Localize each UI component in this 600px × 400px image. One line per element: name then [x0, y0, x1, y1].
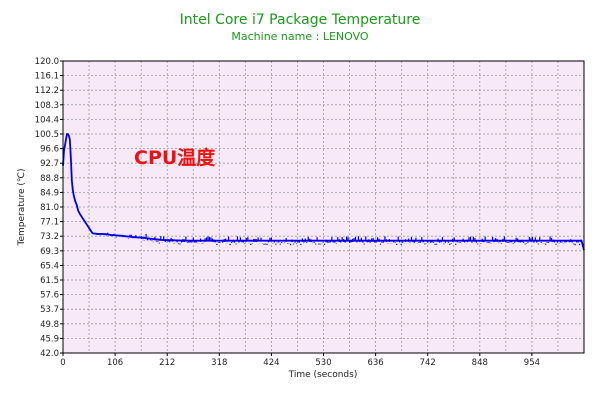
x-tick-label: 424 — [263, 358, 279, 368]
y-tick-label: 112.2 — [35, 86, 59, 96]
y-axis-label: Temperature (℃) — [17, 168, 27, 246]
x-tick-label: 530 — [315, 358, 331, 368]
x-tick-label: 742 — [420, 358, 436, 368]
chart-title: Intel Core i7 Package Temperature — [180, 12, 421, 28]
grid-lines — [63, 61, 584, 353]
y-tick-label: 84.9 — [40, 188, 59, 198]
y-tick-label: 61.5 — [40, 276, 59, 286]
annotation-label: CPU温度 — [134, 146, 216, 169]
x-tick-label: 106 — [107, 358, 123, 368]
y-tick-label: 65.4 — [40, 261, 59, 271]
x-axis-label: Time (seconds) — [288, 370, 358, 380]
y-tick-label: 69.3 — [40, 247, 59, 257]
y-tick-label: 88.8 — [40, 174, 59, 184]
x-axis-ticks: 0 106 212 318 424 530 636 742 848 954 — [60, 353, 540, 368]
y-tick-label: 104.4 — [35, 115, 59, 125]
x-tick-label: 848 — [472, 358, 488, 368]
y-tick-label: 57.6 — [40, 291, 59, 301]
y-tick-label: 45.9 — [40, 334, 59, 344]
plot-border — [62, 60, 585, 354]
y-tick-label: 81.0 — [40, 203, 59, 213]
y-tick-label: 120.0 — [35, 57, 59, 67]
x-tick-label: 954 — [524, 358, 540, 368]
chart-subtitle: Machine name : LENOVO — [231, 30, 369, 43]
y-tick-label: 49.8 — [40, 320, 59, 330]
x-tick-label: 318 — [211, 358, 227, 368]
y-tick-label: 108.3 — [35, 101, 59, 111]
x-tick-label: 0 — [60, 358, 65, 368]
y-tick-label: 116.1 — [35, 72, 59, 82]
x-tick-label: 212 — [159, 358, 175, 368]
y-tick-label: 53.7 — [40, 305, 59, 315]
y-tick-label: 77.1 — [40, 218, 59, 228]
y-tick-label: 92.7 — [40, 159, 59, 169]
y-tick-label: 100.5 — [35, 130, 59, 140]
series-layer — [62, 133, 585, 251]
x-tick-label: 636 — [367, 358, 383, 368]
y-tick-label: 73.2 — [40, 232, 59, 242]
y-axis-ticks: 42.0 45.9 49.8 53.7 57.6 61.5 65.4 69.3 73.2 77.1… — [35, 57, 63, 359]
y-tick-label: 42.0 — [40, 349, 59, 359]
y-tick-label: 96.6 — [40, 145, 59, 155]
